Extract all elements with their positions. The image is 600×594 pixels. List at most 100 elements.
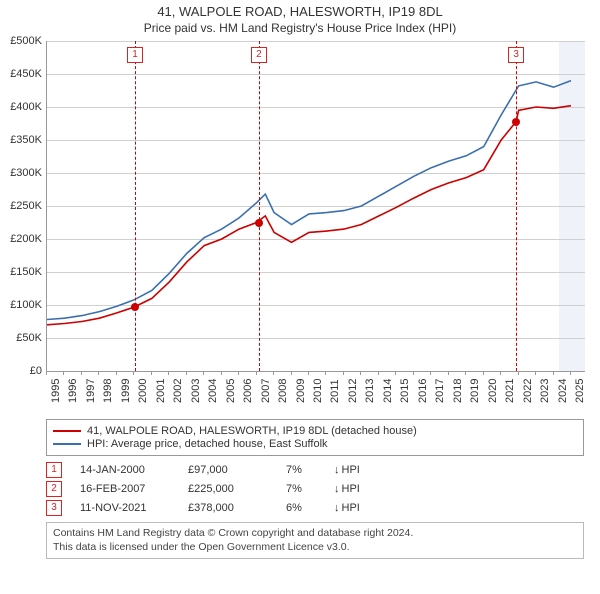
x-tick-label: 2018 [452, 379, 464, 403]
x-tick-mark [63, 371, 64, 375]
x-tick-label: 1999 [120, 379, 132, 403]
x-tick-label: 1996 [67, 379, 79, 403]
x-tick-mark [448, 371, 449, 375]
chart-title: 41, WALPOLE ROAD, HALESWORTH, IP19 8DL [0, 4, 600, 19]
x-tick-label: 1995 [50, 379, 62, 403]
x-tick-mark [221, 371, 222, 375]
arrow-down-icon: ↓ [334, 464, 340, 476]
x-tick-label: 2013 [364, 379, 376, 403]
event-hpi: ↓ HPI [334, 483, 360, 495]
event-suffix: HPI [342, 483, 360, 495]
x-tick-label: 2008 [277, 379, 289, 403]
event-hpi: ↓ HPI [334, 464, 360, 476]
price-marker [512, 118, 520, 126]
x-tick-mark [168, 371, 169, 375]
x-tick-mark [570, 371, 571, 375]
event-price: £97,000 [188, 464, 268, 476]
event-suffix: HPI [342, 502, 360, 514]
y-tick-label: £0 [30, 365, 42, 377]
x-tick-mark [203, 371, 204, 375]
y-tick-label: £350K [10, 134, 42, 146]
y-tick-label: £150K [10, 266, 42, 278]
x-tick-label: 2020 [487, 379, 499, 403]
x-tick-label: 2003 [190, 379, 202, 403]
event-pct: 7% [286, 464, 316, 476]
x-tick-label: 2004 [207, 379, 219, 403]
x-tick-mark [518, 371, 519, 375]
x-tick-label: 2015 [399, 379, 411, 403]
x-tick-label: 2016 [417, 379, 429, 403]
x-tick-mark [395, 371, 396, 375]
x-tick-label: 1998 [102, 379, 114, 403]
y-tick-label: £100K [10, 299, 42, 311]
x-tick-mark [151, 371, 152, 375]
series-line-property [47, 106, 571, 325]
legend-label: 41, WALPOLE ROAD, HALESWORTH, IP19 8DL (… [87, 425, 417, 437]
event-date: 11-NOV-2021 [80, 502, 170, 514]
legend-item: 41, WALPOLE ROAD, HALESWORTH, IP19 8DL (… [53, 425, 577, 437]
x-tick-mark [343, 371, 344, 375]
x-tick-label: 2023 [539, 379, 551, 403]
x-tick-label: 2005 [225, 379, 237, 403]
x-tick-mark [116, 371, 117, 375]
event-row: 1 14-JAN-2000 £97,000 7% ↓ HPI [46, 462, 584, 478]
x-tick-mark [413, 371, 414, 375]
x-tick-label: 2007 [260, 379, 272, 403]
plot-region: 1 2 3 [46, 41, 585, 372]
legend-swatch [53, 443, 81, 445]
price-marker [255, 219, 263, 227]
x-tick-mark [133, 371, 134, 375]
footer-line-2: This data is licensed under the Open Gov… [53, 541, 577, 555]
x-tick-label: 2010 [312, 379, 324, 403]
event-row: 2 16-FEB-2007 £225,000 7% ↓ HPI [46, 481, 584, 497]
x-tick-mark [325, 371, 326, 375]
chart-subtitle: Price paid vs. HM Land Registry's House … [0, 21, 600, 35]
x-tick-mark [98, 371, 99, 375]
chart-area: £0£50K£100K£150K£200K£250K£300K£350K£400… [46, 41, 584, 411]
y-tick-label: £50K [16, 332, 42, 344]
x-axis-ticks: 1995199619971998199920002001200220032004… [46, 371, 584, 411]
event-price: £225,000 [188, 483, 268, 495]
event-date: 16-FEB-2007 [80, 483, 170, 495]
x-tick-mark [483, 371, 484, 375]
x-tick-mark [291, 371, 292, 375]
line-layer [47, 41, 585, 371]
x-tick-label: 2024 [557, 379, 569, 403]
event-date: 14-JAN-2000 [80, 464, 170, 476]
x-tick-mark [360, 371, 361, 375]
y-tick-label: £500K [10, 35, 42, 47]
price-marker [131, 303, 139, 311]
x-tick-mark [500, 371, 501, 375]
event-suffix: HPI [342, 464, 360, 476]
y-tick-label: £450K [10, 68, 42, 80]
event-row-flag: 1 [46, 462, 62, 478]
x-tick-mark [465, 371, 466, 375]
event-line [259, 41, 260, 371]
x-tick-label: 2021 [504, 379, 516, 403]
event-price: £378,000 [188, 502, 268, 514]
x-tick-mark [46, 371, 47, 375]
x-tick-mark [238, 371, 239, 375]
event-pct: 7% [286, 483, 316, 495]
x-tick-mark [553, 371, 554, 375]
arrow-down-icon: ↓ [334, 483, 340, 495]
y-tick-label: £400K [10, 101, 42, 113]
event-flag: 1 [127, 47, 143, 63]
x-tick-label: 2000 [137, 379, 149, 403]
arrow-down-icon: ↓ [334, 502, 340, 514]
event-flag: 2 [251, 47, 267, 63]
event-pct: 6% [286, 502, 316, 514]
x-tick-label: 2009 [295, 379, 307, 403]
x-tick-mark [273, 371, 274, 375]
x-tick-mark [81, 371, 82, 375]
x-tick-label: 2014 [382, 379, 394, 403]
x-tick-mark [378, 371, 379, 375]
x-tick-label: 1997 [85, 379, 97, 403]
y-tick-label: £250K [10, 200, 42, 212]
x-tick-mark [256, 371, 257, 375]
legend: 41, WALPOLE ROAD, HALESWORTH, IP19 8DL (… [46, 419, 584, 456]
x-tick-label: 2019 [469, 379, 481, 403]
event-flag: 3 [508, 47, 524, 63]
x-tick-label: 2011 [329, 379, 341, 403]
event-row-flag: 2 [46, 481, 62, 497]
